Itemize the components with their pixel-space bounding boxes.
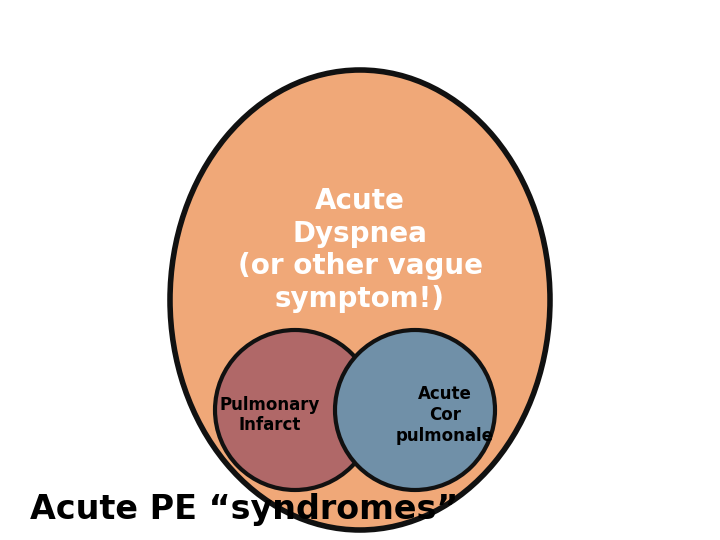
Circle shape (215, 330, 375, 490)
Text: Pulmonary
Infarct: Pulmonary Infarct (220, 396, 320, 434)
Text: Acute PE “syndromes”: Acute PE “syndromes” (30, 494, 459, 526)
Text: Acute
Cor
pulmonale: Acute Cor pulmonale (396, 385, 494, 445)
Circle shape (335, 330, 495, 490)
Text: Acute
Dyspnea
(or other vague
symptom!): Acute Dyspnea (or other vague symptom!) (238, 187, 482, 313)
Ellipse shape (170, 70, 550, 530)
